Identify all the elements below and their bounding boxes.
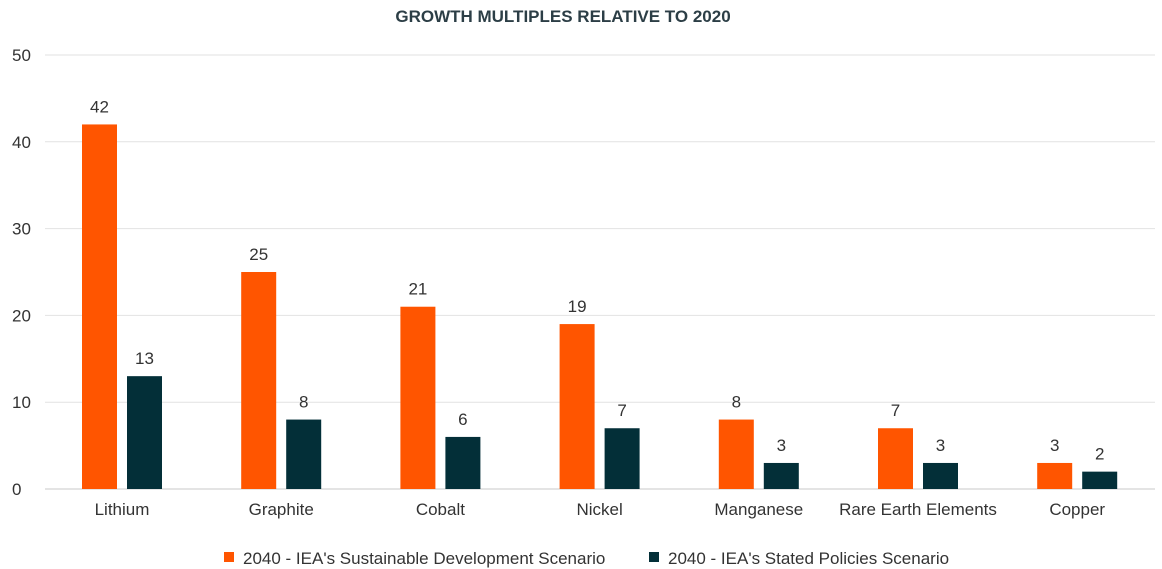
legend-swatch-1 [224, 552, 234, 562]
y-tick-label: 40 [12, 133, 31, 152]
x-category-label: Nickel [576, 500, 622, 519]
data-label: 3 [1050, 436, 1059, 455]
x-category-label: Copper [1049, 500, 1105, 519]
x-category-label: Lithium [95, 500, 150, 519]
bar-copper-series-1 [1037, 462, 1073, 489]
bars [82, 124, 1118, 489]
bar-nickel-series-2 [604, 428, 640, 489]
y-tick-label: 50 [12, 46, 31, 65]
data-label: 8 [732, 393, 741, 412]
data-label: 7 [891, 401, 900, 420]
y-axis-ticks: 0 10 20 30 40 50 [12, 46, 31, 499]
data-label: 2 [1095, 445, 1104, 464]
data-label: 7 [617, 401, 626, 420]
data-label: 25 [249, 245, 268, 264]
x-category-label: Cobalt [416, 500, 465, 519]
data-label: 8 [299, 393, 308, 412]
chart-title: GROWTH MULTIPLES RELATIVE TO 2020 [395, 7, 730, 26]
data-label: 21 [408, 280, 427, 299]
data-labels: 42 13 25 8 21 6 19 7 8 3 7 3 3 2 [90, 97, 1104, 463]
y-tick-label: 20 [12, 306, 31, 325]
data-label: 3 [936, 436, 945, 455]
bar-cobalt-series-2 [445, 436, 481, 489]
data-label: 19 [568, 297, 587, 316]
bar-lithium-series-1 [82, 124, 117, 489]
bar-rare-earth-elements-series-2 [923, 462, 958, 489]
data-label: 6 [458, 410, 467, 429]
bar-graphite-series-2 [286, 419, 322, 489]
bar-manganese-series-2 [763, 462, 799, 489]
bar-rare-earth-elements-series-1 [878, 428, 913, 489]
bar-copper-series-2 [1082, 471, 1118, 489]
legend: 2040 - IEA's Sustainable Development Sce… [224, 549, 949, 568]
legend-label-1: 2040 - IEA's Sustainable Development Sce… [243, 549, 605, 568]
x-axis-categories: Lithium Graphite Cobalt Nickel Manganese Rare… [95, 500, 1106, 519]
x-category-label: Rare Earth Elements [839, 500, 997, 519]
y-tick-label: 30 [12, 220, 31, 239]
gridlines [45, 54, 1155, 490]
y-tick-label: 0 [12, 480, 21, 499]
bar-manganese-series-1 [718, 419, 754, 489]
bar-nickel-series-1 [559, 324, 595, 489]
x-category-label: Graphite [249, 500, 314, 519]
bar-lithium-series-2 [127, 376, 162, 489]
legend-label-2: 2040 - IEA's Stated Policies Scenario [668, 549, 949, 568]
bar-cobalt-series-1 [400, 306, 436, 489]
bar-graphite-series-1 [241, 272, 277, 489]
data-label: 42 [90, 97, 109, 116]
x-category-label: Manganese [714, 500, 803, 519]
data-label: 13 [135, 349, 154, 368]
y-tick-label: 10 [12, 393, 31, 412]
data-label: 3 [777, 436, 786, 455]
legend-swatch-2 [649, 552, 659, 562]
